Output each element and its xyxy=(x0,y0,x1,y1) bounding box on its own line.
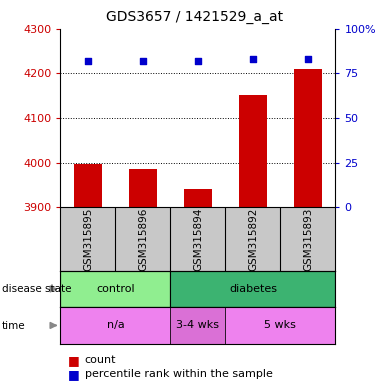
Point xyxy=(305,56,311,62)
Text: diabetes: diabetes xyxy=(229,284,277,294)
Text: GSM315894: GSM315894 xyxy=(193,207,203,271)
Bar xyxy=(60,271,170,307)
Bar xyxy=(129,169,157,207)
Point xyxy=(250,56,256,62)
Text: n/a: n/a xyxy=(106,320,124,331)
Text: time: time xyxy=(2,321,26,331)
Text: GSM315895: GSM315895 xyxy=(83,207,93,271)
Text: disease state: disease state xyxy=(2,284,71,294)
Text: 3-4 wks: 3-4 wks xyxy=(176,320,220,331)
Bar xyxy=(60,307,170,344)
Bar xyxy=(184,189,212,207)
Text: count: count xyxy=(85,355,116,365)
Text: GDS3657 / 1421529_a_at: GDS3657 / 1421529_a_at xyxy=(106,10,284,23)
Point xyxy=(85,58,91,64)
Text: control: control xyxy=(96,284,135,294)
Point xyxy=(195,58,201,64)
Text: GSM315896: GSM315896 xyxy=(138,207,148,271)
Bar xyxy=(74,164,102,207)
Text: GSM315893: GSM315893 xyxy=(303,207,313,271)
Text: ■: ■ xyxy=(68,368,80,381)
Bar xyxy=(294,69,322,207)
Text: ■: ■ xyxy=(68,354,80,367)
Text: 5 wks: 5 wks xyxy=(264,320,296,331)
Bar xyxy=(225,307,335,344)
Text: GSM315892: GSM315892 xyxy=(248,207,258,271)
Bar xyxy=(170,307,225,344)
Bar xyxy=(170,271,335,307)
Text: percentile rank within the sample: percentile rank within the sample xyxy=(85,369,273,379)
Bar xyxy=(239,95,267,207)
Point xyxy=(140,58,146,64)
